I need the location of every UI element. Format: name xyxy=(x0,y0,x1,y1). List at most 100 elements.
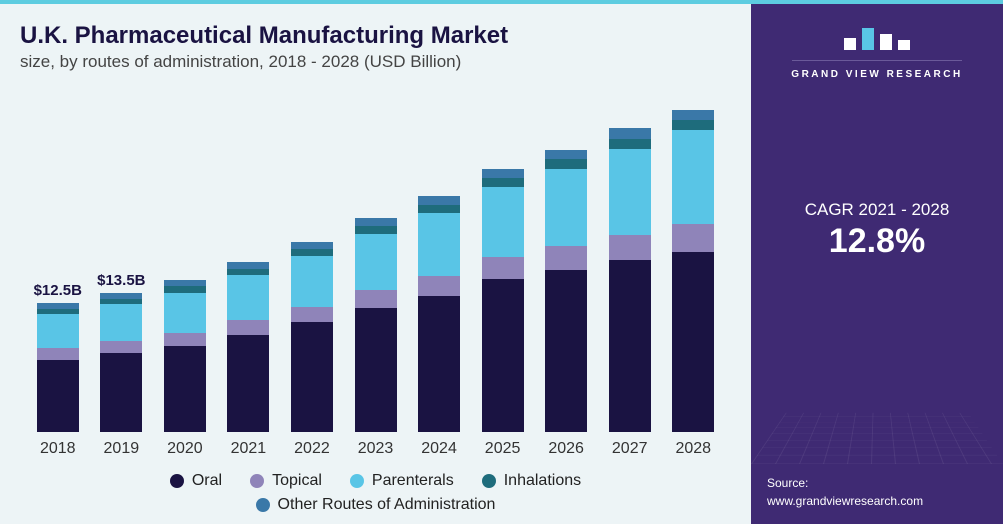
bar-segment-other xyxy=(482,169,524,178)
bar-segment-topical xyxy=(100,341,142,353)
year-axis-label: 2028 xyxy=(675,440,711,458)
bar-segment-topical xyxy=(545,246,587,270)
stacked-bar xyxy=(672,110,714,432)
bar-segment-oral xyxy=(37,360,79,432)
bar-segment-parenterals xyxy=(355,234,397,291)
bar-segment-inhalations xyxy=(418,205,460,213)
bar-wrap xyxy=(665,122,721,432)
bar-segment-topical xyxy=(164,333,206,346)
bar-segment-inhalations xyxy=(355,226,397,233)
cagr-value: 12.8% xyxy=(805,222,950,261)
legend-item-inhalations: Inhalations xyxy=(482,472,581,490)
bar-segment-inhalations xyxy=(482,178,524,187)
legend-swatch-icon xyxy=(256,498,270,512)
bar-segment-oral xyxy=(609,260,651,432)
chart-title: U.K. Pharmaceutical Manufacturing Market xyxy=(20,22,731,50)
legend-swatch-icon xyxy=(350,474,364,488)
logo-bars-icon xyxy=(844,22,910,50)
bar-segment-parenterals xyxy=(291,256,333,307)
bar-segment-other xyxy=(227,262,269,269)
year-axis-label: 2024 xyxy=(421,440,457,458)
bar-value-label: $12.5B xyxy=(34,282,82,299)
legend-label: Inhalations xyxy=(504,472,581,490)
year-axis-label: 2025 xyxy=(485,440,521,458)
bar-wrap xyxy=(348,122,404,432)
legend-item-oral: Oral xyxy=(170,472,222,490)
bar-wrap xyxy=(602,122,658,432)
infographic-container: U.K. Pharmaceutical Manufacturing Market… xyxy=(0,0,1003,524)
stacked-bar-chart: $12.5B2018$13.5B201920202021202220232024… xyxy=(20,82,731,458)
year-axis-label: 2018 xyxy=(40,440,76,458)
stacked-bar xyxy=(227,262,269,432)
legend-item-parenterals: Parenterals xyxy=(350,472,454,490)
legend-item-other: Other Routes of Administration xyxy=(256,496,496,514)
bar-segment-topical xyxy=(291,307,333,323)
chart-panel: U.K. Pharmaceutical Manufacturing Market… xyxy=(0,4,751,524)
year-axis-label: 2022 xyxy=(294,440,330,458)
year-column: 2028 xyxy=(665,122,721,458)
stacked-bar xyxy=(482,169,524,432)
bar-segment-oral xyxy=(355,308,397,432)
bar-segment-oral xyxy=(164,346,206,432)
bar-segment-topical xyxy=(227,320,269,334)
bar-segment-other xyxy=(672,110,714,120)
bar-segment-other xyxy=(545,150,587,159)
stacked-bar xyxy=(545,150,587,432)
bar-segment-other xyxy=(609,128,651,138)
year-column: 2022 xyxy=(284,122,340,458)
side-panel: GRAND VIEW RESEARCH CAGR 2021 - 2028 12.… xyxy=(751,4,1003,524)
brand-logo: GRAND VIEW RESEARCH xyxy=(791,22,962,80)
bar-segment-oral xyxy=(227,335,269,432)
bar-segment-inhalations xyxy=(672,120,714,130)
bar-segment-parenterals xyxy=(545,169,587,247)
year-axis-label: 2027 xyxy=(612,440,648,458)
bar-segment-parenterals xyxy=(609,149,651,235)
bar-segment-parenterals xyxy=(482,187,524,257)
bar-segment-other xyxy=(418,196,460,204)
year-column: 2024 xyxy=(411,122,467,458)
logo-bar xyxy=(898,40,910,50)
source-url: www.grandviewresearch.com xyxy=(767,492,923,510)
stacked-bar xyxy=(164,280,206,432)
cagr-label: CAGR 2021 - 2028 xyxy=(805,200,950,220)
bar-wrap xyxy=(475,122,531,432)
bar-segment-topical xyxy=(418,276,460,296)
stacked-bar xyxy=(609,128,651,432)
bar-value-label: $13.5B xyxy=(97,272,145,289)
bar-segment-topical xyxy=(672,224,714,252)
stacked-bar xyxy=(418,196,460,432)
legend-label: Parenterals xyxy=(372,472,454,490)
bar-segment-topical xyxy=(609,235,651,261)
bar-segment-topical xyxy=(482,257,524,279)
cagr-block: CAGR 2021 - 2028 12.8% xyxy=(805,200,950,261)
year-axis-label: 2023 xyxy=(358,440,394,458)
legend-swatch-icon xyxy=(250,474,264,488)
legend-swatch-icon xyxy=(482,474,496,488)
bar-segment-parenterals xyxy=(227,275,269,320)
logo-bar xyxy=(844,38,856,50)
legend-item-topical: Topical xyxy=(250,472,322,490)
stacked-bar xyxy=(291,242,333,432)
bar-segment-oral xyxy=(291,322,333,432)
logo-bar xyxy=(880,34,892,50)
legend-label: Other Routes of Administration xyxy=(278,496,496,514)
year-column: 2020 xyxy=(157,122,213,458)
logo-separator xyxy=(792,60,962,61)
bar-segment-oral xyxy=(545,270,587,432)
source-label: Source: xyxy=(767,474,923,492)
year-axis-label: 2026 xyxy=(548,440,584,458)
bar-wrap: $13.5B xyxy=(94,122,150,432)
year-axis-label: 2021 xyxy=(231,440,267,458)
year-column: 2027 xyxy=(602,122,658,458)
year-column: 2026 xyxy=(538,122,594,458)
bar-wrap xyxy=(538,122,594,432)
legend-label: Topical xyxy=(272,472,322,490)
legend-label: Oral xyxy=(192,472,222,490)
bar-segment-parenterals xyxy=(418,213,460,276)
chart-subtitle: size, by routes of administration, 2018 … xyxy=(20,52,731,72)
year-column: $12.5B 2018 xyxy=(30,122,86,458)
bar-segment-inhalations xyxy=(609,139,651,149)
bar-segment-topical xyxy=(37,348,79,359)
bar-segment-inhalations xyxy=(291,249,333,256)
bar-segment-oral xyxy=(672,252,714,432)
